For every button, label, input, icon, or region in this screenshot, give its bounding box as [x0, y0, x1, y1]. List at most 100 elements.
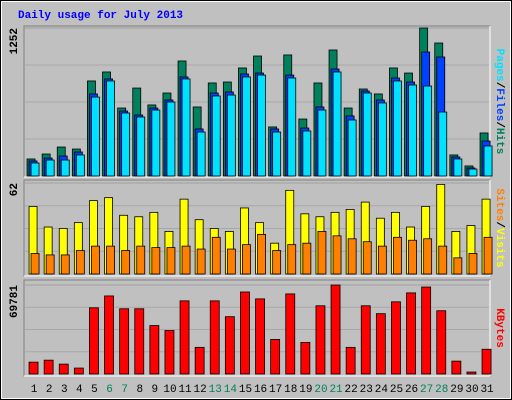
bar — [211, 95, 221, 177]
bar — [104, 295, 114, 375]
bar — [106, 80, 115, 177]
bar — [30, 162, 40, 177]
bar — [272, 250, 282, 275]
x-tick-label: 6 — [106, 384, 113, 396]
bar — [89, 307, 99, 375]
bar — [453, 257, 463, 275]
bar — [285, 293, 296, 375]
bar — [360, 305, 371, 375]
bar — [28, 361, 39, 375]
bar — [226, 248, 236, 275]
bar — [257, 233, 266, 275]
bar — [481, 348, 492, 375]
x-tick-label: 31 — [480, 384, 494, 396]
bar — [196, 248, 206, 275]
bar — [468, 168, 478, 177]
bar — [315, 305, 326, 375]
x-tick-label: 13 — [209, 384, 222, 396]
bar — [73, 367, 84, 375]
x-tick-label: 24 — [375, 384, 389, 396]
bar — [121, 250, 131, 275]
x-tick-label: 18 — [284, 384, 297, 396]
bar — [75, 250, 85, 275]
bar — [453, 158, 463, 177]
bar — [421, 286, 432, 375]
bar — [181, 245, 191, 275]
bar — [317, 109, 327, 177]
bar — [347, 119, 357, 177]
bar — [270, 339, 281, 375]
x-tick-label: 14 — [224, 384, 238, 396]
bar — [362, 92, 372, 177]
x-tick-label: 12 — [194, 384, 207, 396]
x-tick-label: 4 — [76, 384, 83, 396]
bar — [211, 236, 221, 275]
bar — [255, 298, 265, 375]
bar — [119, 308, 130, 375]
x-tick-label: 2 — [46, 384, 53, 396]
bar — [466, 371, 477, 375]
bar — [332, 235, 342, 275]
bar — [181, 78, 191, 177]
bar — [393, 80, 402, 177]
bar — [134, 308, 145, 375]
bar — [149, 325, 160, 375]
bar — [287, 77, 297, 177]
x-tick-label: 26 — [405, 384, 418, 396]
bar — [347, 238, 357, 275]
bar — [196, 131, 206, 177]
x-tick-label: 27 — [420, 384, 433, 396]
bar — [302, 242, 312, 275]
legend-entry: Hits — [493, 128, 505, 154]
x-tick-label: 22 — [345, 384, 358, 396]
chart-title: Daily usage for July 2013 — [18, 10, 183, 22]
legend-separator: / — [493, 82, 505, 89]
bar — [302, 130, 312, 177]
bar — [332, 71, 342, 177]
bar — [330, 284, 341, 375]
x-tick-label: 16 — [254, 384, 267, 396]
legend-entry: Sites — [493, 188, 505, 221]
x-tick-label: 20 — [314, 384, 327, 396]
bar — [151, 109, 161, 177]
y-tick-label: 62 — [9, 183, 21, 196]
bar — [224, 316, 235, 375]
legend-entry: Visits — [493, 228, 505, 268]
bar — [391, 301, 401, 375]
bar — [451, 360, 462, 375]
bar — [406, 292, 416, 375]
bar — [179, 300, 190, 375]
bar — [242, 76, 251, 177]
bar — [375, 313, 386, 375]
bar — [30, 253, 40, 275]
legend-entry: Files — [493, 88, 505, 121]
x-tick-label: 23 — [360, 384, 373, 396]
bar — [58, 363, 69, 375]
x-tick-label: 15 — [239, 384, 252, 396]
bar — [194, 346, 205, 375]
bar — [136, 245, 146, 275]
x-tick-label: 9 — [152, 384, 159, 396]
bar — [45, 159, 55, 177]
bar — [300, 341, 311, 375]
bar — [468, 253, 478, 275]
x-tick-label: 19 — [299, 384, 312, 396]
bar — [423, 238, 433, 275]
bar — [272, 131, 282, 177]
bar — [60, 254, 70, 275]
bar — [438, 245, 448, 275]
bar — [240, 291, 250, 375]
bar — [483, 145, 493, 177]
y-tick-label: 69781 — [9, 285, 21, 318]
bar — [164, 330, 175, 375]
bar — [166, 101, 176, 177]
x-tick-label: 10 — [163, 384, 176, 396]
bar — [209, 300, 220, 375]
bar — [257, 74, 266, 177]
bar — [166, 247, 176, 275]
bar — [345, 346, 356, 375]
y-tick-label: 1252 — [9, 28, 21, 54]
